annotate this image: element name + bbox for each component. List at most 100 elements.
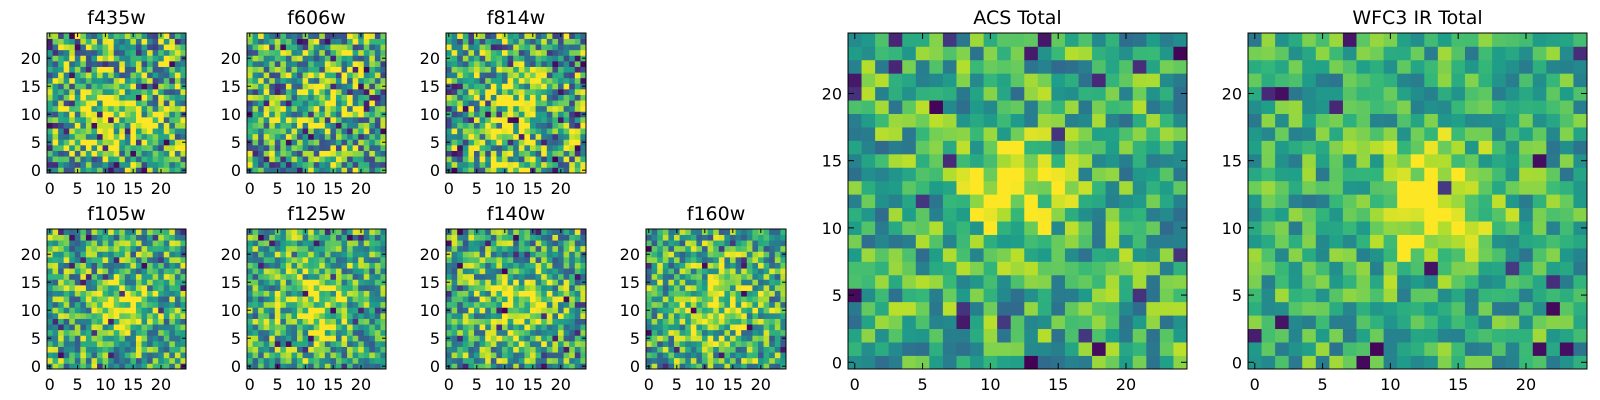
heatmap-cell [174, 105, 181, 112]
heatmap-cell [479, 251, 486, 258]
heatmap-cell [369, 38, 376, 45]
heatmap-cell [308, 229, 315, 235]
heatmap-cell [569, 357, 576, 364]
heatmap-cell [85, 55, 92, 62]
heatmap-cell [462, 44, 469, 51]
heatmap-cell [258, 279, 265, 286]
heatmap-cell [1037, 221, 1052, 235]
heatmap-cell [308, 234, 315, 241]
heatmap-cell [646, 329, 652, 336]
heatmap-cell [85, 33, 92, 39]
heatmap-cell [302, 38, 309, 45]
heatmap-cell [552, 111, 559, 118]
heatmap-cell [308, 83, 315, 90]
heatmap-cell [163, 156, 170, 163]
heatmap-cell [558, 77, 564, 84]
heatmap-cell [380, 301, 387, 308]
heatmap-cell [457, 161, 464, 168]
heatmap-cell [546, 122, 553, 129]
heatmap-cell [997, 221, 1012, 235]
heatmap-cell [180, 313, 187, 319]
heatmap-cell [330, 139, 337, 146]
heatmap-cell [330, 161, 337, 168]
heatmap-cell [558, 318, 564, 325]
heatmap-cell [263, 318, 270, 325]
heatmap-cell [85, 61, 92, 67]
heatmap-cell [502, 161, 508, 168]
heatmap-cell [374, 161, 381, 168]
heatmap-cell [1037, 248, 1052, 262]
heatmap-cell [169, 77, 176, 84]
heatmap-cell [668, 285, 675, 291]
heatmap-cell [558, 290, 564, 297]
heatmap-cell [69, 66, 76, 73]
heatmap-cell [52, 341, 59, 347]
heatmap-cell [485, 329, 492, 336]
heatmap-cell [141, 301, 148, 308]
heatmap-cell [269, 77, 276, 84]
heatmap-cell [451, 290, 458, 297]
heatmap-cell [513, 49, 520, 56]
heatmap-cell [324, 161, 331, 168]
heatmap-cell [888, 248, 903, 262]
heatmap-cell [490, 167, 497, 174]
heatmap-cell [474, 301, 480, 308]
heatmap-cell [1105, 221, 1120, 235]
heatmap-cell [657, 318, 664, 325]
heatmap-cell [662, 251, 669, 258]
heatmap-cell [352, 240, 359, 247]
heatmap-cell [707, 352, 714, 359]
heatmap-cell [507, 346, 514, 353]
heatmap-cell [69, 307, 76, 314]
heatmap-cell [1119, 194, 1134, 209]
heatmap-cell [707, 279, 714, 286]
heatmap-cell [313, 279, 320, 286]
heatmap-cell [1159, 342, 1174, 356]
heatmap-cell [113, 268, 120, 275]
heatmap-cell [446, 156, 452, 163]
heatmap-cell [707, 229, 714, 235]
heatmap-cell [769, 341, 776, 347]
heatmap-cell [518, 346, 525, 353]
heatmap-cell [929, 207, 944, 222]
heatmap-cell [524, 66, 531, 73]
heatmap-cell [152, 55, 159, 62]
heatmap-cell [541, 94, 548, 101]
y-tick-label: 20 [221, 245, 241, 264]
heatmap-cell [580, 262, 587, 269]
heatmap-cell [291, 122, 298, 129]
heatmap-cell [280, 301, 287, 308]
heatmap-cell [657, 240, 664, 247]
heatmap-cell [108, 268, 115, 275]
heatmap-cell [474, 117, 480, 123]
heatmap-cell [363, 100, 370, 107]
heatmap-cell [308, 352, 315, 359]
heatmap-cell [324, 38, 331, 45]
heatmap-cell [496, 279, 503, 286]
heatmap-cell [169, 105, 176, 112]
heatmap-cell [302, 251, 309, 258]
heatmap-cell [252, 167, 259, 174]
heatmap-cell [552, 262, 559, 269]
heatmap-cell [108, 318, 115, 325]
heatmap-cell [524, 72, 531, 79]
heatmap-cell [147, 313, 153, 319]
heatmap-cell [169, 285, 176, 291]
heatmap-cell [352, 122, 359, 129]
heatmap-cell [285, 49, 292, 56]
heatmap-cell [74, 83, 81, 90]
heatmap-cell [496, 38, 503, 45]
heatmap-cell [313, 161, 320, 168]
heatmap-cell [252, 346, 259, 353]
heatmap-cell [363, 296, 370, 303]
heatmap-cell [479, 285, 486, 291]
heatmap-cell [651, 240, 658, 247]
heatmap-cell [63, 324, 70, 331]
heatmap-cell [308, 318, 315, 325]
heatmap-cell [530, 83, 536, 90]
heatmap-cell [552, 245, 559, 252]
heatmap-cell [85, 324, 92, 331]
heatmap-cell [135, 285, 142, 291]
heatmap-cell [485, 122, 492, 129]
